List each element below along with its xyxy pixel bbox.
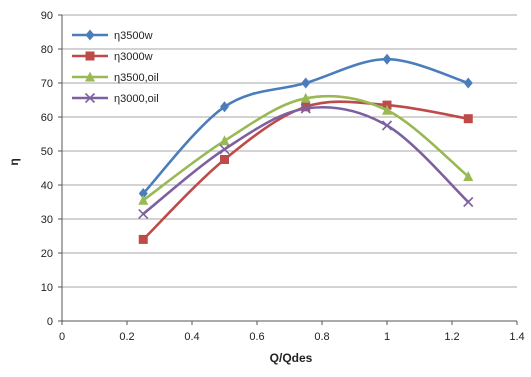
series-4 (138, 103, 474, 219)
x-tick-label-0.6: 0.6 (249, 331, 264, 343)
legend-label-2: η3000w (114, 51, 153, 63)
series-3-point-5 (463, 171, 474, 181)
legend-swatch-marker-2 (85, 51, 95, 61)
series-1-point-5 (463, 77, 473, 89)
series-2-point-2 (220, 155, 229, 164)
legend-swatch-marker-4-stroke-b (84, 92, 96, 104)
x-tick-label-1.4: 1.4 (509, 331, 524, 343)
series-4-point-3-stroke-b (300, 103, 311, 114)
series-2-point-3 (301, 102, 311, 112)
x-tick-label-0.8: 0.8 (314, 331, 329, 343)
y-tick-label-40: 40 (41, 180, 53, 192)
x-tick-label-1: 1 (384, 331, 390, 343)
legend-item-4: η3000,oil (72, 92, 159, 105)
series-2-point-1 (138, 234, 148, 244)
series-4-point-2 (219, 144, 230, 155)
legend-item-2: η3000w (72, 51, 153, 63)
legend-item-1: η3500w (72, 29, 153, 42)
y-tick-label-80: 80 (41, 44, 53, 56)
series-3 (138, 92, 474, 205)
series-4-point-2-stroke-b (219, 144, 230, 155)
series-4-point-5-stroke-b (463, 196, 474, 208)
series (138, 53, 474, 244)
series-1-point-1 (138, 188, 148, 199)
series-2-point-5 (463, 114, 473, 124)
legend: η3500w η3000w η3500,oil η3000,oil (72, 29, 159, 105)
tick-labels: 0 10 20 30 40 50 60 70 80 90 0 0.2 0.4 0.6 0.8 1 1.2 1.4 (41, 10, 525, 343)
x-tick-label-1.2: 1.2 (444, 331, 459, 343)
series-4-point-4 (381, 120, 393, 131)
series-3-point-2 (219, 135, 230, 146)
y-tick-label-50: 50 (41, 146, 53, 158)
series-1 (138, 53, 473, 199)
y-tick-label-0: 0 (47, 316, 53, 328)
series-4-point-1-stroke-b (138, 208, 149, 219)
y-tick-label-70: 70 (41, 78, 53, 90)
x-tick-label-0: 0 (59, 331, 65, 343)
legend-label-1: η3500w (114, 30, 153, 42)
legend-label-3: η3500,oil (114, 72, 159, 84)
y-axis-title: η (7, 158, 21, 165)
series-3-point-3 (300, 92, 311, 103)
series-1-point-4 (382, 53, 392, 65)
series-2 (138, 100, 473, 244)
legend-item-3: η3500,oil (72, 71, 159, 84)
series-4-point-3 (300, 103, 311, 114)
y-tick-label-20: 20 (41, 248, 53, 260)
x-tick-label-0.4: 0.4 (184, 331, 199, 343)
y-tick-label-10: 10 (41, 282, 53, 294)
legend-label-4: η3000,oil (114, 93, 159, 105)
series-3-point-1 (138, 194, 149, 205)
legend-swatch-marker-1 (85, 29, 95, 41)
series-1-point-2 (220, 101, 229, 113)
legend-swatch-marker-3 (85, 71, 95, 82)
series-4-line (142, 105, 470, 215)
x-axis-title: Q/Qdes (270, 351, 313, 365)
axes (61, 15, 517, 322)
y-tick-label-60: 60 (41, 112, 53, 124)
y-tick-label-90: 90 (41, 10, 53, 22)
series-1-point-3 (301, 77, 311, 89)
y-tick-label-30: 30 (41, 214, 53, 226)
series-4-point-5 (463, 196, 474, 208)
legend-swatch-marker-4 (84, 92, 96, 104)
gridlines (62, 14, 517, 288)
series-4-point-4-stroke-b (381, 120, 393, 131)
x-tick-label-0.2: 0.2 (119, 331, 134, 343)
series-3-point-4 (382, 104, 392, 115)
series-4-point-1 (138, 208, 149, 219)
